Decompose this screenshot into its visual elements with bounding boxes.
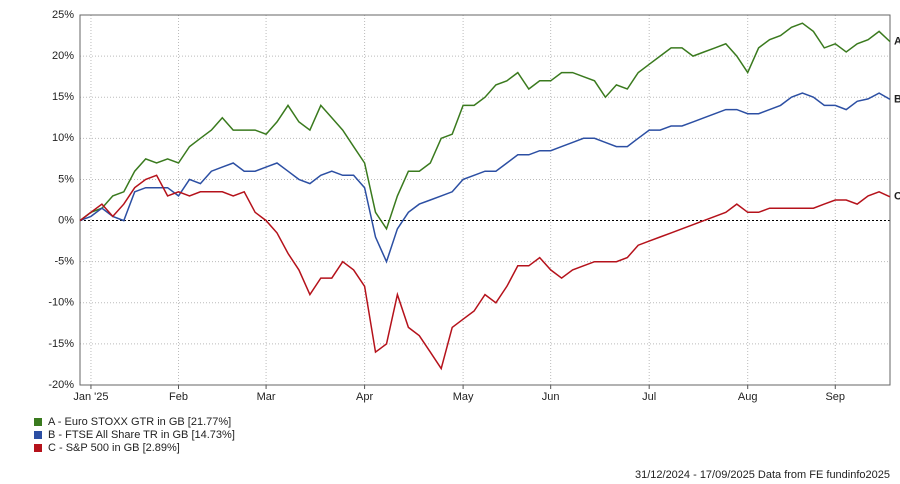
y-tick-label: 10%	[52, 132, 74, 144]
y-tick-label: -10%	[48, 297, 74, 309]
x-tick-label: Jun	[542, 391, 560, 403]
x-tick-label: Aug	[738, 391, 758, 403]
y-tick-label: -15%	[48, 338, 74, 350]
x-tick-label: Jan '25	[73, 391, 108, 403]
end-label: C	[894, 191, 900, 203]
legend-swatch	[34, 418, 42, 426]
series-line	[79, 174, 891, 371]
end-label: A	[894, 35, 900, 47]
y-tick-label: 25%	[52, 9, 74, 21]
y-tick-label: 20%	[52, 50, 74, 62]
y-tick-label: 15%	[52, 91, 74, 103]
x-tick-label: Apr	[356, 391, 373, 403]
series-line	[79, 92, 891, 264]
plot-frame	[79, 14, 891, 386]
series-line	[79, 22, 891, 231]
footer: 31/12/2024 - 17/09/2025 Data from FE fun…	[635, 469, 890, 481]
x-tick-label: Feb	[169, 391, 188, 403]
y-tick-label: -20%	[48, 379, 74, 391]
y-tick-label: 5%	[58, 173, 74, 185]
legend-swatch	[34, 444, 42, 452]
legend-label: B - FTSE All Share TR in GB [14.73%]	[48, 429, 235, 441]
legend-label: C - S&P 500 in GB [2.89%]	[48, 442, 180, 454]
x-tick-label: Jul	[642, 391, 656, 403]
x-tick-label: May	[453, 391, 474, 403]
y-tick-label: -5%	[54, 256, 74, 268]
legend-swatch	[34, 431, 42, 439]
x-tick-label: Mar	[257, 391, 276, 403]
x-tick-label: Sep	[825, 391, 845, 403]
y-tick-label: 0%	[58, 214, 74, 226]
legend-label: A - Euro STOXX GTR in GB [21.77%]	[48, 416, 231, 428]
end-label: B	[894, 93, 900, 105]
